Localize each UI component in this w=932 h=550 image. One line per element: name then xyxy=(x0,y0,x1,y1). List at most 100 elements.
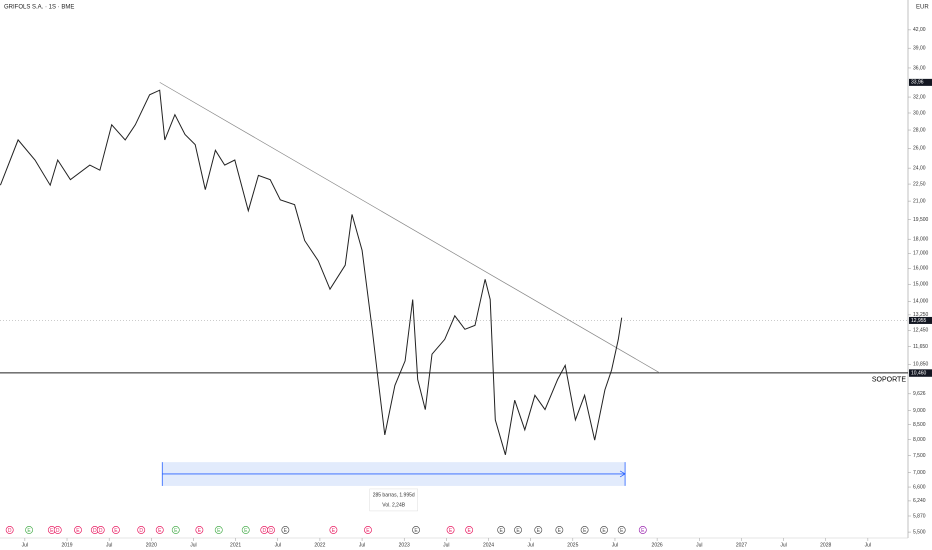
event-label: E xyxy=(641,528,645,534)
event-label: E xyxy=(217,528,221,534)
event-label: D xyxy=(139,528,143,534)
event-marker xyxy=(555,526,564,534)
y-tick-label: 10,850 xyxy=(913,362,929,368)
event-label: E xyxy=(158,528,162,534)
event-marker xyxy=(281,526,290,534)
y-tick-label: 19,500 xyxy=(913,217,929,223)
y-tick-label: 21,00 xyxy=(913,198,926,204)
y-tick-label: 13,250 xyxy=(913,312,929,318)
y-tick-label: 30,00 xyxy=(913,110,926,116)
y-tick-label: 11,650 xyxy=(913,344,928,350)
event-marker xyxy=(534,526,543,534)
y-tick-label: 9,000 xyxy=(913,408,926,414)
event-marker xyxy=(195,526,204,534)
event-marker xyxy=(25,526,34,534)
event-marker xyxy=(74,526,82,534)
y-tick-label: 9,626 xyxy=(913,391,926,397)
event-marker xyxy=(241,526,250,534)
event-label: E xyxy=(114,528,118,534)
event-label: E xyxy=(467,528,471,534)
x-tick-label: Jul xyxy=(527,542,533,548)
y-tick-label: 8,000 xyxy=(913,437,926,443)
event-marker xyxy=(638,526,647,534)
x-tick-label: Jul xyxy=(22,542,28,548)
event-label: E xyxy=(76,528,80,534)
price-line xyxy=(0,89,623,455)
range-label-box xyxy=(369,488,418,512)
y-tick-label: 17,000 xyxy=(913,251,929,257)
event-label: E xyxy=(620,528,624,534)
y-tick-label: 36,00 xyxy=(913,65,926,71)
x-tick-label: 2027 xyxy=(736,542,747,548)
event-label: E xyxy=(332,528,336,534)
event-marker xyxy=(600,526,608,534)
event-label: E xyxy=(499,528,503,534)
x-tick-label: Jul xyxy=(780,542,786,548)
range-volume: Vol. 2,24B xyxy=(382,502,405,508)
event-label: D xyxy=(99,528,103,534)
y-tick-label: 22,50 xyxy=(913,181,926,187)
price-label-box xyxy=(909,78,932,86)
event-marker xyxy=(580,526,589,534)
event-label: D xyxy=(93,528,97,534)
event-label: E xyxy=(198,528,202,534)
y-tick-label: 18,000 xyxy=(913,237,929,243)
price-label: 12,955 xyxy=(911,318,927,324)
event-label: E xyxy=(449,528,453,534)
event-label: E xyxy=(537,528,541,534)
x-tick-label: Jul xyxy=(612,542,618,548)
support-label: SOPORTE xyxy=(872,377,906,384)
trendline xyxy=(159,82,660,374)
x-tick-label: 2026 xyxy=(652,542,663,548)
event-marker xyxy=(214,526,223,534)
y-tick-label: 5,500 xyxy=(913,529,926,535)
x-tick-label: Jul xyxy=(696,542,702,548)
event-marker xyxy=(364,526,372,534)
y-tick-label: 26,00 xyxy=(913,146,926,152)
y-tick-label: 24,00 xyxy=(913,165,926,171)
x-tick-label: 2021 xyxy=(230,542,241,548)
event-marker xyxy=(5,526,14,534)
y-tick-label: 15,000 xyxy=(913,282,929,288)
currency: EUR xyxy=(916,5,929,11)
event-marker xyxy=(497,526,506,534)
x-tick-label: 2028 xyxy=(820,542,831,548)
event-marker xyxy=(329,526,338,534)
price-label: 10,460 xyxy=(911,371,927,377)
x-tick-label: 2022 xyxy=(314,542,325,548)
event-label: D xyxy=(262,528,266,534)
price-label-box xyxy=(909,369,932,377)
y-tick-label: 14,000 xyxy=(913,299,929,305)
event-marker xyxy=(155,526,164,534)
price-label: 33,96 xyxy=(911,80,924,86)
event-label: E xyxy=(174,528,178,534)
event-label: E xyxy=(244,528,248,534)
y-tick-label: 7,000 xyxy=(913,470,926,476)
y-tick-label: 39,00 xyxy=(913,46,926,52)
x-tick-label: 2020 xyxy=(146,542,157,548)
event-marker xyxy=(412,526,420,534)
chart-title: GRIFOLS S.A. · 1S · BME xyxy=(4,5,74,11)
event-marker xyxy=(111,526,120,534)
x-tick-label: 2024 xyxy=(483,542,494,548)
x-tick-label: Jul xyxy=(190,542,196,548)
event-label: D xyxy=(8,528,12,534)
event-label: E xyxy=(583,528,587,534)
x-tick-label: Jul xyxy=(275,542,281,548)
y-tick-label: 42,00 xyxy=(913,27,926,33)
x-tick-label: Jul xyxy=(359,542,365,548)
x-tick-label: 2023 xyxy=(399,542,410,548)
y-tick-label: 28,00 xyxy=(913,127,926,133)
y-tick-label: 8,500 xyxy=(913,422,926,428)
event-label: E xyxy=(27,528,31,534)
event-label: E xyxy=(50,528,54,534)
price-label-box xyxy=(909,316,932,324)
event-label: E xyxy=(284,528,288,534)
event-marker xyxy=(514,526,522,534)
x-tick-label: 2025 xyxy=(567,542,578,548)
event-marker xyxy=(267,526,275,534)
y-tick-label: 5,870 xyxy=(913,513,926,519)
event-marker xyxy=(53,526,62,534)
event-marker xyxy=(96,526,105,534)
